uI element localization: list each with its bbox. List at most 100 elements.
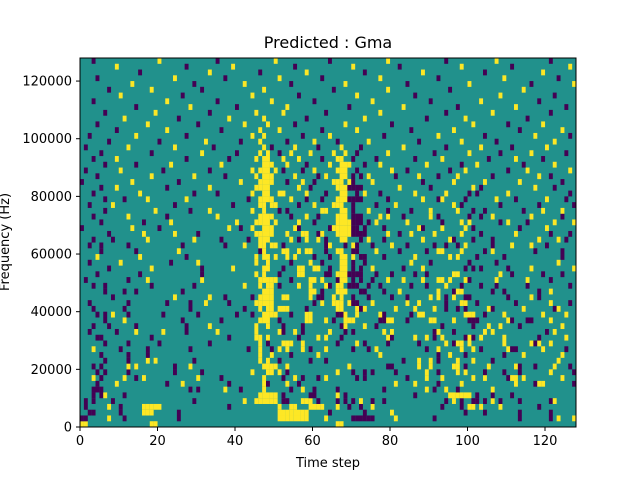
- heatmap-cell: [126, 340, 131, 347]
- heatmap-cell: [455, 288, 460, 295]
- heatmap-cell: [428, 294, 433, 301]
- heatmap-cell: [254, 184, 259, 191]
- heatmap-cell: [266, 190, 270, 197]
- heatmap-cell: [335, 277, 340, 283]
- heatmap-cell: [95, 121, 100, 128]
- heatmap-cell: [242, 282, 247, 289]
- heatmap-cell: [304, 230, 309, 237]
- heatmap-cell: [498, 398, 503, 404]
- heatmap-cell: [231, 265, 236, 272]
- heatmap-cell: [347, 403, 352, 410]
- heatmap-cell: [355, 311, 360, 318]
- heatmap-cell: [494, 277, 499, 283]
- heatmap-cell: [118, 403, 123, 410]
- heatmap-cell: [297, 225, 301, 232]
- heatmap-cell: [343, 230, 348, 237]
- heatmap-cell: [351, 398, 356, 404]
- heatmap-cell: [266, 121, 270, 128]
- heatmap-cell: [541, 346, 546, 353]
- heatmap-cell: [207, 184, 212, 191]
- x-tick-label: 20: [149, 434, 166, 449]
- heatmap-cell: [219, 236, 224, 243]
- heatmap-cell: [355, 242, 360, 249]
- heatmap-cell: [273, 254, 278, 260]
- heatmap-cell: [432, 415, 437, 422]
- heatmap-cell: [455, 207, 460, 214]
- heatmap-cell: [545, 196, 549, 203]
- heatmap-cell: [335, 213, 340, 220]
- heatmap-cell: [277, 282, 282, 289]
- heatmap-cell: [289, 81, 294, 87]
- heatmap-cell: [541, 207, 546, 214]
- heatmap-cell: [479, 346, 484, 353]
- heatmap-cell: [421, 225, 425, 232]
- heatmap-cell: [390, 271, 394, 278]
- heatmap-cell: [262, 190, 267, 197]
- heatmap-cell: [362, 259, 367, 266]
- heatmap-cell: [238, 138, 243, 145]
- heatmap-cell: [467, 317, 472, 324]
- heatmap-cell: [390, 242, 394, 249]
- heatmap-cell: [262, 242, 267, 249]
- heatmap-cell: [227, 403, 232, 410]
- heatmap-cell: [452, 179, 456, 185]
- heatmap-cell: [529, 150, 534, 157]
- heatmap-cell: [560, 127, 565, 134]
- heatmap-cell: [374, 156, 379, 162]
- heatmap-cell: [83, 144, 88, 151]
- heatmap-cell: [397, 63, 402, 70]
- heatmap-cell: [537, 334, 542, 341]
- heatmap-cell: [277, 127, 282, 134]
- heatmap-cell: [359, 236, 363, 243]
- heatmap-cell: [560, 352, 565, 358]
- heatmap-cell: [463, 352, 468, 358]
- heatmap-cell: [207, 207, 212, 214]
- heatmap-cell: [362, 375, 367, 381]
- heatmap-cell: [343, 219, 348, 226]
- heatmap-cell: [122, 196, 127, 203]
- heatmap-cell: [95, 173, 100, 180]
- heatmap-cell: [483, 311, 487, 318]
- heatmap-cell: [490, 213, 495, 220]
- heatmap-cell: [486, 156, 491, 162]
- heatmap-cell: [517, 179, 522, 185]
- heatmap-cell: [347, 184, 352, 191]
- heatmap-cell: [285, 363, 290, 370]
- heatmap-cell: [227, 380, 232, 387]
- heatmap-cell: [382, 236, 387, 243]
- heatmap-cell: [548, 317, 553, 324]
- heatmap-cell: [312, 386, 317, 393]
- heatmap-cell: [506, 317, 511, 324]
- heatmap-cell: [254, 254, 259, 260]
- heatmap-cell: [207, 294, 212, 301]
- heatmap-cell: [545, 242, 549, 249]
- heatmap-cell: [99, 386, 104, 393]
- heatmap-cell: [335, 305, 340, 312]
- heatmap-cell: [343, 254, 348, 260]
- heatmap-cell: [266, 236, 270, 243]
- heatmap-cell: [393, 305, 398, 312]
- heatmap-cell: [297, 248, 301, 255]
- heatmap-cell: [328, 58, 332, 64]
- heatmap-cell: [285, 248, 290, 255]
- heatmap-cell: [359, 305, 363, 312]
- heatmap-cell: [463, 167, 468, 174]
- heatmap-cell: [262, 213, 267, 220]
- heatmap-cell: [390, 294, 394, 301]
- heatmap-cell: [99, 352, 104, 358]
- heatmap-cell: [440, 156, 445, 162]
- heatmap-cell: [374, 346, 379, 353]
- heatmap-cell: [126, 311, 131, 318]
- heatmap-cell: [289, 409, 294, 416]
- heatmap-cell: [320, 127, 325, 134]
- heatmap-cell: [560, 179, 565, 185]
- heatmap-cell: [552, 398, 557, 404]
- heatmap-cell: [572, 202, 576, 208]
- heatmap-cell: [281, 190, 286, 197]
- heatmap-cell: [273, 242, 278, 249]
- heatmap-cell: [293, 409, 298, 416]
- heatmap-cell: [459, 392, 464, 399]
- heatmap-cell: [192, 398, 197, 404]
- heatmap-cell: [517, 363, 522, 370]
- heatmap-cell: [273, 311, 278, 318]
